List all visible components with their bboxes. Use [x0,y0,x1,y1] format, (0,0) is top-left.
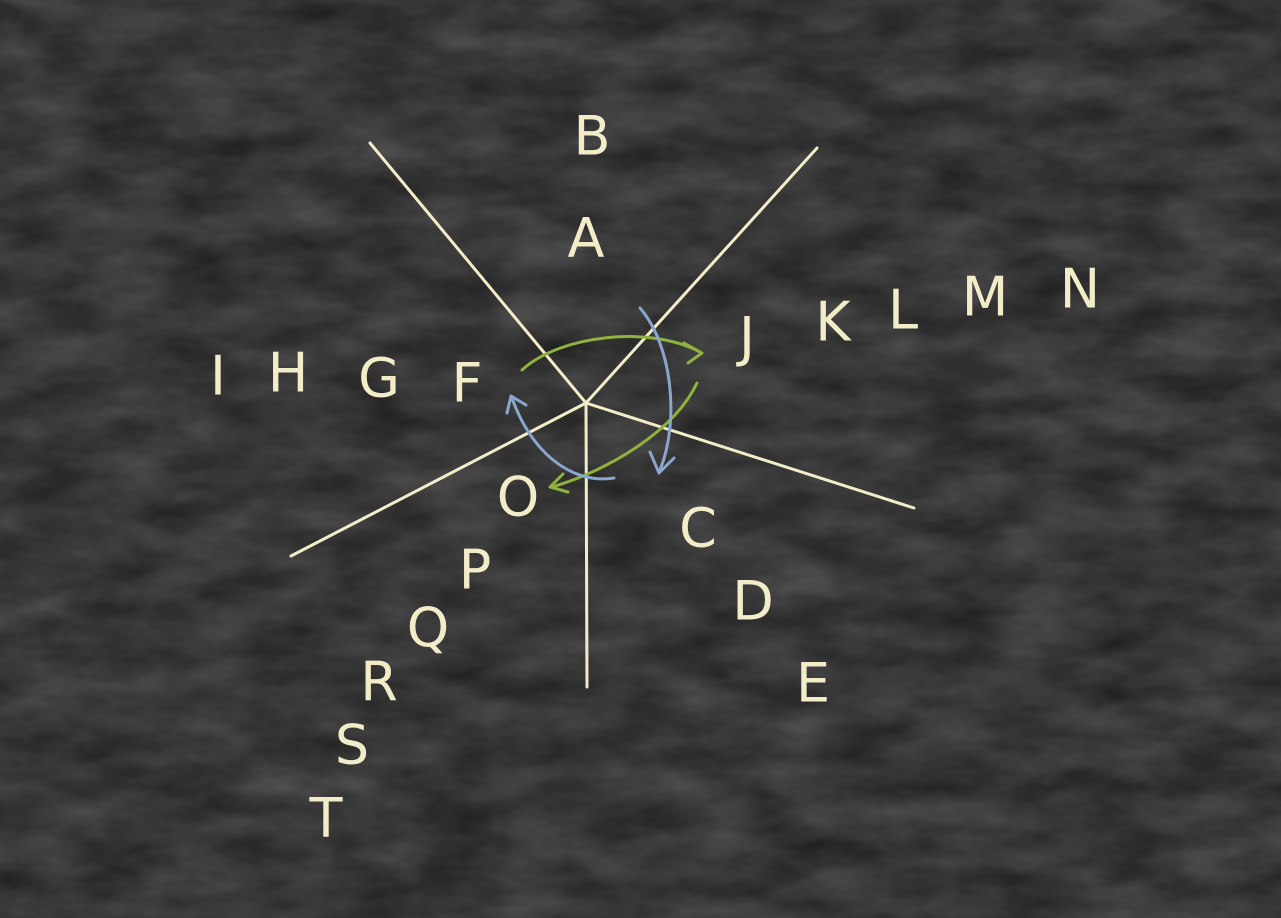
letter-j: J [736,306,755,369]
letter-e: E [796,652,830,715]
letter-l: L [888,279,918,342]
green-arrow-upper [520,335,702,372]
letter-m: M [962,266,1009,329]
letter-f: F [451,352,482,415]
letter-q: Q [407,597,450,660]
letter-c: C [679,497,717,560]
letter-a: A [568,207,605,270]
divider-line-upper-right [584,146,819,405]
letter-p: P [459,539,492,602]
letter-k: K [815,291,852,354]
green-arrow-lower-head [548,472,570,494]
letter-o: O [497,466,540,529]
letter-d: D [732,570,774,633]
blue-arrow-right [638,306,673,472]
blue-arrow-left-head [505,394,528,415]
green-arrow-upper-head [682,341,704,365]
letter-r: R [360,651,398,714]
letter-t: T [309,787,344,850]
blue-arrow-right-head [648,450,676,475]
rotation-arrows [505,306,704,494]
letter-n: N [1060,258,1100,321]
green-arrow-lower [550,381,699,489]
blue-arrow-left [510,396,616,481]
divider-line-bottom [584,401,589,689]
letter-g: G [358,347,400,410]
divider-line-lower-left [289,401,588,558]
letter-s: S [335,714,369,777]
letter-b: B [573,105,610,168]
letter-h: H [268,342,309,405]
divider-line-lower-right [584,401,916,510]
letter-i: I [210,345,226,408]
divider-line-upper-left [368,141,588,405]
divider-lines [289,141,916,689]
letter-labels: A B C D E F G H I J K L M N O P Q R S T [210,105,1100,850]
